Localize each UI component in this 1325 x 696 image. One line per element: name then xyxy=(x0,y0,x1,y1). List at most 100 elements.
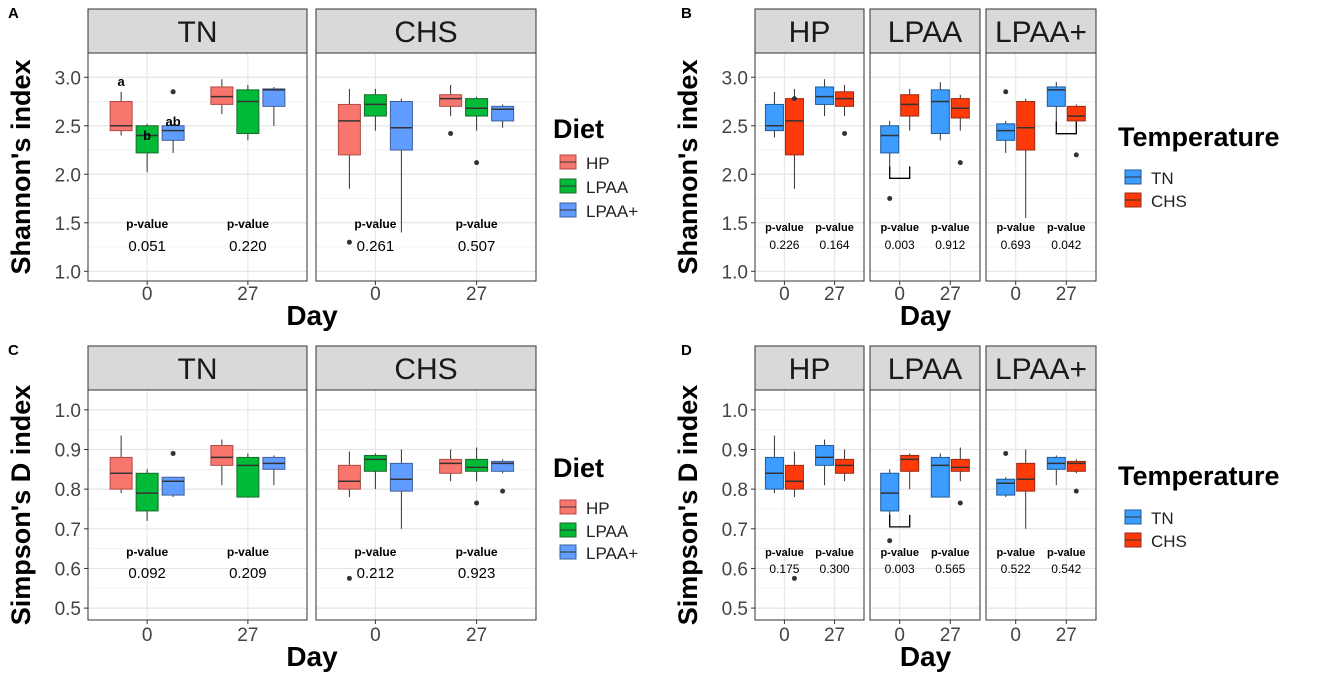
box-body xyxy=(465,98,489,117)
box-body xyxy=(439,458,463,474)
legend-title: Diet xyxy=(553,453,604,483)
facet-lpaa-plus: LPAA+ p-value 0.693 0 p-value 0.042 27 xyxy=(985,8,1097,305)
box-body xyxy=(161,125,185,141)
outlier-point xyxy=(957,500,963,506)
facet-strip xyxy=(315,345,537,391)
facet-title: TN xyxy=(178,16,218,49)
group-day-0: p-value 0.175 0 xyxy=(764,435,804,646)
box-chs xyxy=(784,451,804,581)
box-lpaa-plus xyxy=(389,449,413,529)
outlier-point xyxy=(842,131,848,137)
box-hp xyxy=(439,449,463,482)
x-tick-label: 0 xyxy=(779,284,790,305)
facet-strip xyxy=(985,345,1097,391)
group-day-27: p-value 0.507 27 xyxy=(439,85,515,305)
group-day-27: p-value 0.542 27 xyxy=(1046,455,1086,646)
facet-strip xyxy=(87,8,308,54)
outlier-point xyxy=(474,500,480,506)
legend-item: LPAA xyxy=(559,522,629,541)
pvalue-value: 0.003 xyxy=(885,562,915,576)
box-chs xyxy=(1016,449,1036,529)
pvalue-value: 0.175 xyxy=(769,562,799,576)
y-tick-label: 1.5 xyxy=(722,214,748,235)
box-body xyxy=(784,98,804,156)
outlier-point xyxy=(887,196,893,202)
box-lpaa-plus xyxy=(389,98,413,233)
y-tick-label: 0.5 xyxy=(55,599,81,620)
box-body xyxy=(236,89,260,135)
outlier-point xyxy=(957,160,963,166)
panel-d: D Simpson's D index 0.5 0.6 0.7 0.8 0.9 1.0 Day H… xyxy=(673,342,1280,672)
box-chs xyxy=(835,85,855,137)
pvalue-label: p-value xyxy=(996,222,1035,234)
legend-label: LPAA+ xyxy=(586,544,638,563)
pvalue-label: p-value xyxy=(880,222,919,234)
box-lpaa-plus xyxy=(262,86,286,126)
legend-title: Diet xyxy=(553,114,604,144)
legend: Temperature TN CHS xyxy=(1118,122,1280,211)
legend-title: Temperature xyxy=(1118,122,1280,152)
pvalue-value: 0.300 xyxy=(820,562,850,576)
group-day-27: p-value 0.912 27 xyxy=(930,82,970,305)
legend-label: CHS xyxy=(1151,192,1187,211)
box-body xyxy=(950,458,970,472)
box-tn xyxy=(764,91,784,138)
box-lpaa xyxy=(135,469,159,521)
x-axis-label: Day xyxy=(900,641,952,672)
plot-border xyxy=(754,52,865,282)
pvalue-value: 0.522 xyxy=(1001,562,1031,576)
y-tick-label: 2.5 xyxy=(722,117,748,138)
box-lpaa xyxy=(236,85,260,141)
plot-background xyxy=(88,390,307,620)
x-tick-label: 27 xyxy=(466,625,487,646)
pvalue-value: 0.542 xyxy=(1051,562,1081,576)
y-axis-label: Simpson's D index xyxy=(673,385,703,625)
legend-item: HP xyxy=(559,499,610,518)
box-chs xyxy=(900,453,920,490)
plot-background xyxy=(870,53,980,281)
pvalue-label: p-value xyxy=(227,217,269,231)
panel-label: B xyxy=(681,5,692,22)
box-tn xyxy=(930,453,950,498)
pvalue-label: p-value xyxy=(1047,222,1086,234)
box-body xyxy=(1016,462,1036,492)
group-day-0: p-value 0.226 0 xyxy=(764,88,804,305)
facet-title: LPAA xyxy=(888,353,963,386)
y-tick-label: 1.5 xyxy=(55,214,81,235)
legend-item: TN xyxy=(1124,169,1174,188)
legend-label: LPAA xyxy=(586,522,629,541)
x-tick-label: 0 xyxy=(1010,625,1021,646)
group-day-0: p-value 0.092 0 xyxy=(109,435,185,646)
group-day-0: p-value 0.261 0 xyxy=(337,88,413,305)
legend-label: TN xyxy=(1151,509,1174,528)
box-lpaa: b xyxy=(135,123,159,173)
pvalue-label: p-value xyxy=(765,222,804,234)
plot-border xyxy=(985,52,1097,282)
box-tn xyxy=(1046,82,1066,126)
x-tick-label: 27 xyxy=(824,284,845,305)
box-lpaa-plus xyxy=(262,455,286,486)
facet-strip xyxy=(87,345,308,391)
pvalue-value: 0.212 xyxy=(357,565,395,582)
y-tick-label: 0.8 xyxy=(722,480,748,501)
group-day-0: p-value 0.003 0 xyxy=(880,453,920,646)
panel-label: D xyxy=(681,342,692,359)
x-tick-label: 27 xyxy=(237,284,258,305)
panel-label: C xyxy=(8,342,19,359)
box-body xyxy=(900,454,920,472)
y-tick-label: 0.6 xyxy=(722,559,748,580)
y-tick-label: 3.0 xyxy=(722,68,748,89)
facet-tn: TN p-value 0.092 0 p-value 0.209 27 xyxy=(87,345,308,646)
y-axis-label: Shannon's index xyxy=(673,60,703,275)
pvalue-label: p-value xyxy=(931,222,970,234)
box-hp: a xyxy=(109,74,133,136)
y-tick-label: 0.7 xyxy=(722,520,748,541)
box-chs xyxy=(950,447,970,506)
outlier-point xyxy=(170,450,176,456)
x-tick-label: 0 xyxy=(779,625,790,646)
box-hp xyxy=(337,451,361,581)
legend-label: HP xyxy=(586,154,610,173)
